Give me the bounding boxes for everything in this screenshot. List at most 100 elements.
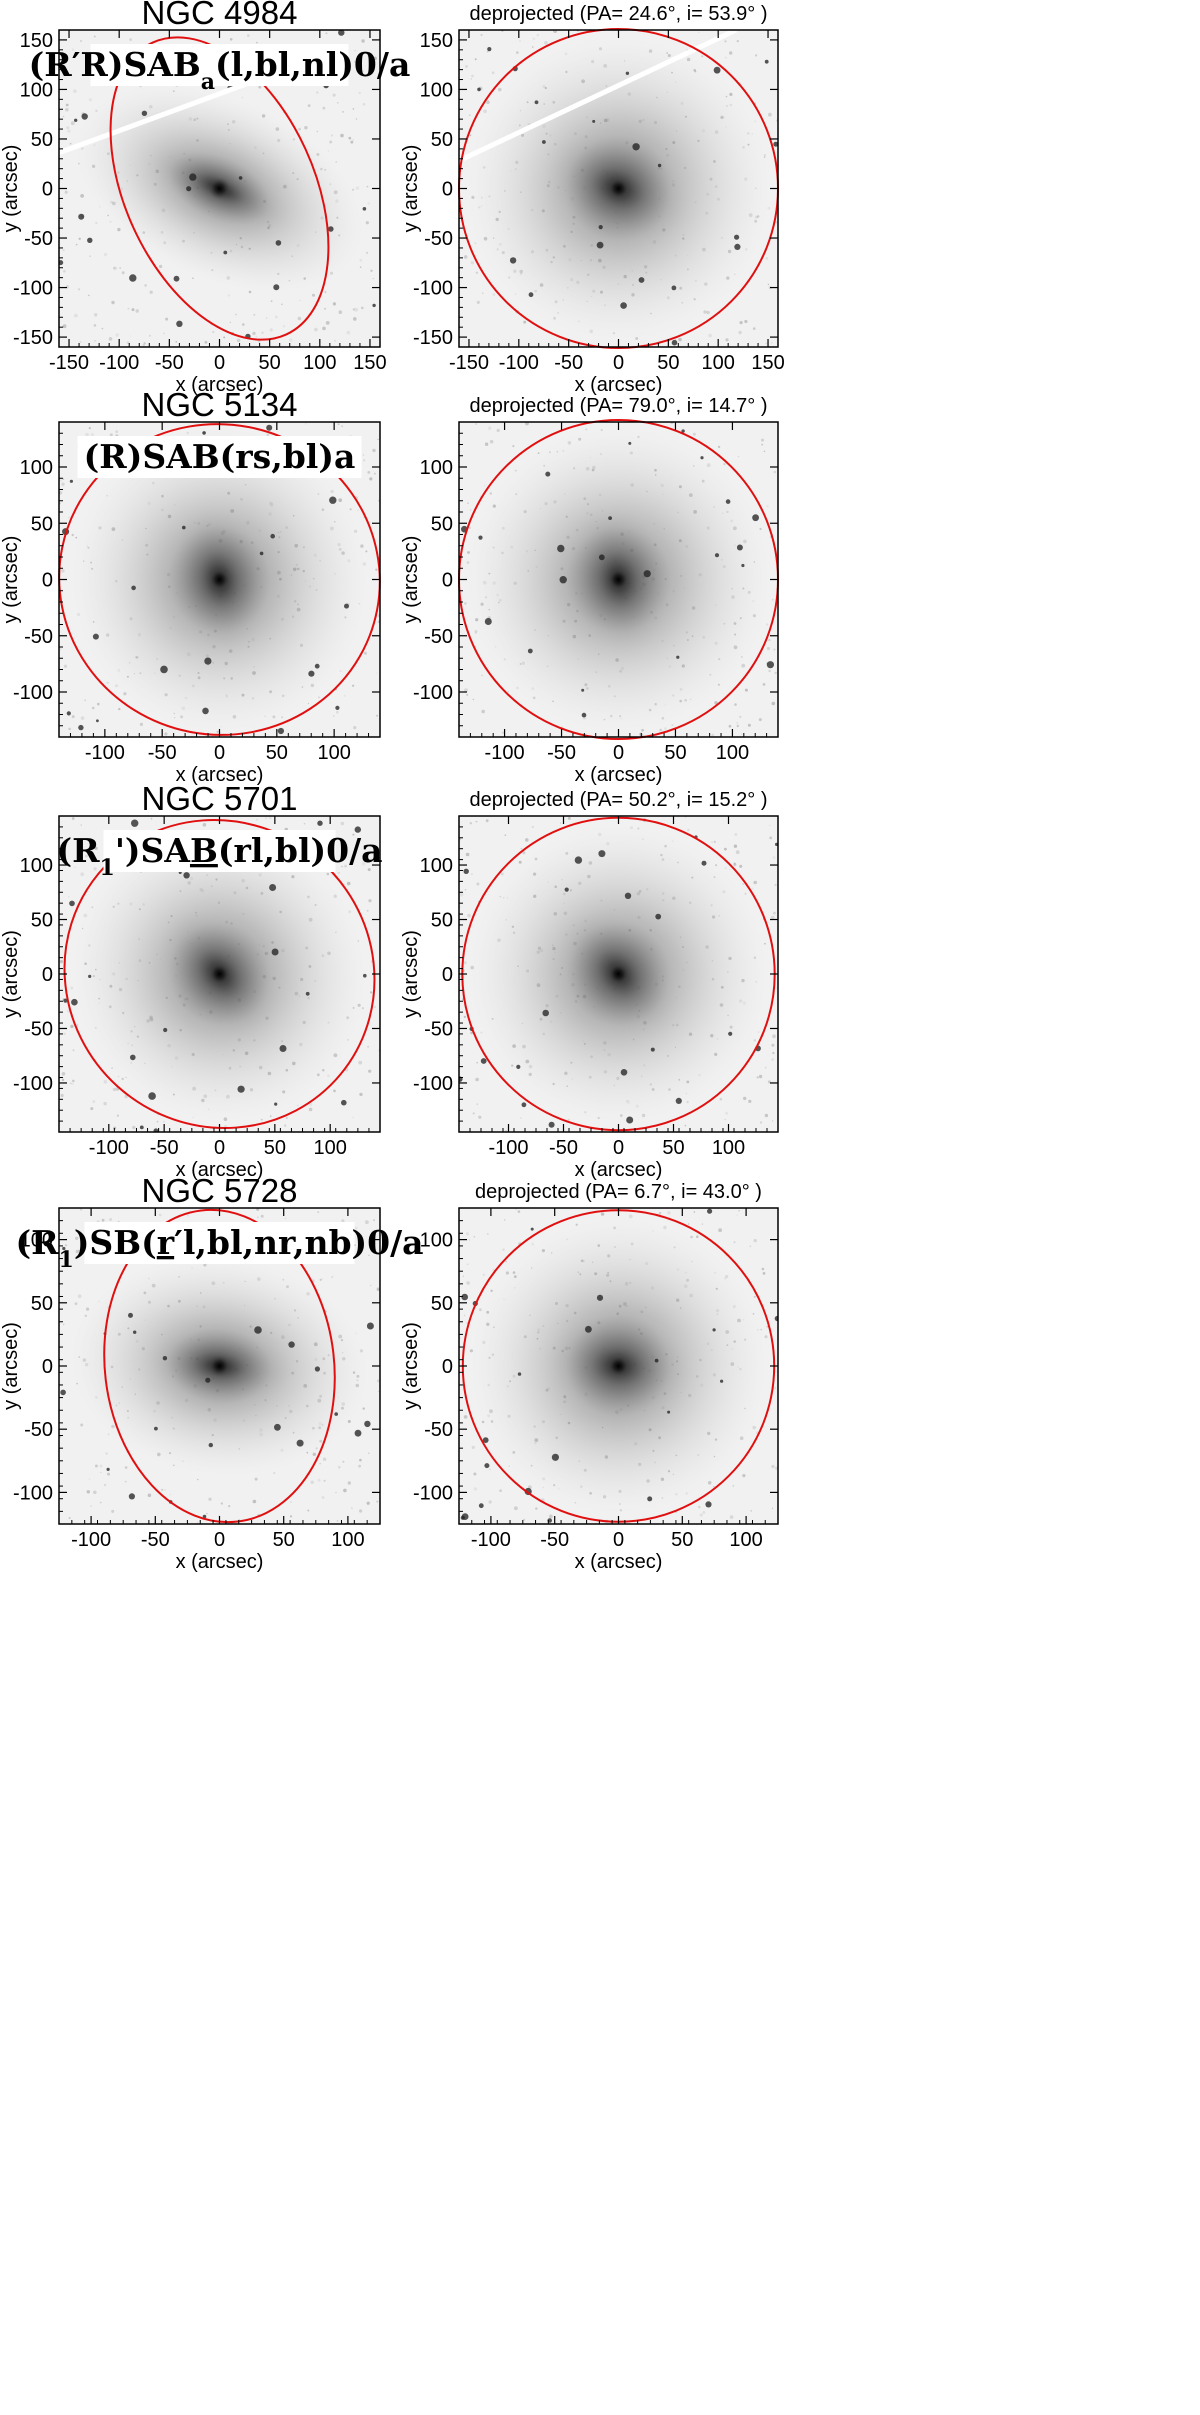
morphology-label: (R1)SB(r′l,bl,nr,nb)0/a [15, 1223, 423, 1273]
y-tick-label: -50 [424, 626, 453, 648]
y-tick-label: 50 [31, 910, 53, 932]
y-tick-label: 100 [20, 855, 53, 877]
y-tick-label: -50 [24, 1419, 53, 1441]
x-axis-label: x (arcsec) [176, 764, 264, 786]
y-axis-label: y (arcsec) [400, 930, 422, 1018]
x-tick-label: 0 [613, 352, 624, 374]
y-tick-label: 100 [20, 79, 53, 101]
x-tick-label: 100 [729, 1529, 762, 1551]
x-tick-label: 100 [702, 352, 735, 374]
y-tick-label: 100 [420, 457, 453, 479]
deprojection-title: deprojected (PA= 50.2°, i= 15.2° ) [469, 789, 767, 811]
y-tick-label: -50 [24, 228, 53, 250]
x-tick-label: 0 [214, 742, 225, 764]
x-tick-label: -100 [471, 1529, 511, 1551]
x-axis-label: x (arcsec) [575, 1551, 663, 1573]
y-tick-label: -100 [413, 278, 453, 300]
x-tick-label: -150 [449, 352, 489, 374]
galaxy-image [459, 422, 778, 737]
y-tick-label: 100 [420, 855, 453, 877]
y-tick-label: -50 [424, 1018, 453, 1040]
x-tick-label: -100 [71, 1529, 111, 1551]
y-tick-label: 0 [42, 179, 53, 201]
morphology-box [77, 436, 362, 478]
panel-4-deprojected: -100 -100 -50 -50 0 0 50 50 100 100 x (arcsec) y (a… [400, 1181, 779, 1573]
y-tick-label: 0 [442, 964, 453, 986]
panel-1-deprojected: -150 -150 -100 -100 -50 -50 0 0 50 50 100 100 150 150… [400, 3, 785, 396]
y-tick-label: -50 [424, 1419, 453, 1441]
x-tick-label: 0 [214, 1529, 225, 1551]
y-tick-label: 0 [42, 1356, 53, 1378]
y-tick-label: 100 [20, 1230, 53, 1252]
y-tick-label: -50 [424, 228, 453, 250]
y-tick-label: -50 [24, 1018, 53, 1040]
y-tick-label: 50 [31, 129, 53, 151]
x-tick-label: -100 [499, 352, 539, 374]
x-tick-label: -150 [49, 352, 89, 374]
x-axis-label: x (arcsec) [176, 1159, 264, 1181]
x-tick-label: 50 [259, 352, 281, 374]
x-tick-label: 0 [613, 1137, 624, 1159]
galaxy-image [59, 816, 380, 1132]
morphology-label: (R1')SAB(rl,bl)0/a [56, 831, 382, 881]
y-axis-label: y (arcsec) [0, 145, 22, 233]
y-tick-label: 100 [20, 457, 53, 479]
panel-2-deprojected: -100 -100 -50 -50 0 0 50 50 100 100 x (arcsec) y (a… [400, 395, 779, 786]
morphology-box [84, 1222, 355, 1264]
x-axis-label: x (arcsec) [575, 1159, 663, 1181]
x-tick-label: -50 [547, 742, 576, 764]
x-axis-label: x (arcsec) [575, 764, 663, 786]
y-tick-label: -150 [13, 327, 53, 349]
x-tick-label: 0 [214, 1137, 225, 1159]
panel-3-observed: -100 -100 -50 -50 0 0 50 50 100 100 x (arcsec) y (a… [0, 780, 383, 1181]
x-tick-label: 0 [214, 352, 225, 374]
fit-ellipse [109, 36, 330, 341]
y-tick-label: 50 [431, 129, 453, 151]
y-axis-label: y (arcsec) [0, 930, 22, 1018]
x-tick-label: 50 [273, 1529, 295, 1551]
y-tick-label: 50 [431, 1293, 453, 1315]
y-tick-label: -100 [413, 1073, 453, 1095]
x-tick-label: 50 [657, 352, 679, 374]
y-tick-label: -100 [413, 682, 453, 704]
x-axis-label: x (arcsec) [176, 374, 264, 396]
x-tick-label: 50 [266, 742, 288, 764]
x-tick-label: 50 [662, 1137, 684, 1159]
panel-2-observed: -100 -100 -50 -50 0 0 50 50 100 100 x (arcsec) y (a… [0, 386, 381, 786]
y-tick-label: 150 [420, 30, 453, 52]
x-tick-label: -50 [549, 1137, 578, 1159]
galaxy-name: NGC 5728 [142, 1172, 298, 1209]
x-tick-label: 150 [751, 352, 784, 374]
y-axis-label: y (arcsec) [400, 145, 422, 233]
x-tick-label: 150 [353, 352, 386, 374]
x-tick-label: -100 [85, 742, 125, 764]
y-axis-label: y (arcsec) [400, 536, 422, 624]
y-tick-label: 50 [31, 1293, 53, 1315]
x-axis-label: x (arcsec) [575, 374, 663, 396]
y-tick-label: 50 [31, 513, 53, 535]
y-tick-label: -100 [13, 682, 53, 704]
morphology-label: (R′R)SABa(l,bl,nl)0/a [29, 45, 411, 95]
galaxy-name: NGC 5701 [142, 780, 298, 817]
fit-ellipse [103, 1208, 336, 1524]
deprojection-title: deprojected (PA= 79.0°, i= 14.7° ) [469, 395, 767, 417]
y-tick-label: 0 [442, 179, 453, 201]
y-axis-label: y (arcsec) [400, 1322, 422, 1410]
galaxy-image [459, 816, 778, 1132]
x-tick-label: -100 [485, 742, 525, 764]
galaxy-name: NGC 5134 [142, 386, 298, 423]
y-tick-label: -100 [13, 1073, 53, 1095]
y-tick-label: 0 [442, 570, 453, 592]
morphology-box [90, 44, 349, 86]
y-tick-label: 0 [442, 1356, 453, 1378]
deprojection-title: deprojected (PA= 6.7°, i= 43.0° ) [475, 1181, 762, 1203]
x-tick-label: -50 [554, 352, 583, 374]
x-tick-label: -50 [141, 1529, 170, 1551]
panel-3-deprojected: -100 -100 -50 -50 0 0 50 50 100 100 x (arcsec) y (a… [400, 789, 779, 1181]
y-tick-label: 150 [20, 30, 53, 52]
y-tick-label: 0 [42, 570, 53, 592]
y-tick-label: -100 [413, 1482, 453, 1504]
x-tick-label: 50 [664, 742, 686, 764]
x-tick-label: 50 [671, 1529, 693, 1551]
